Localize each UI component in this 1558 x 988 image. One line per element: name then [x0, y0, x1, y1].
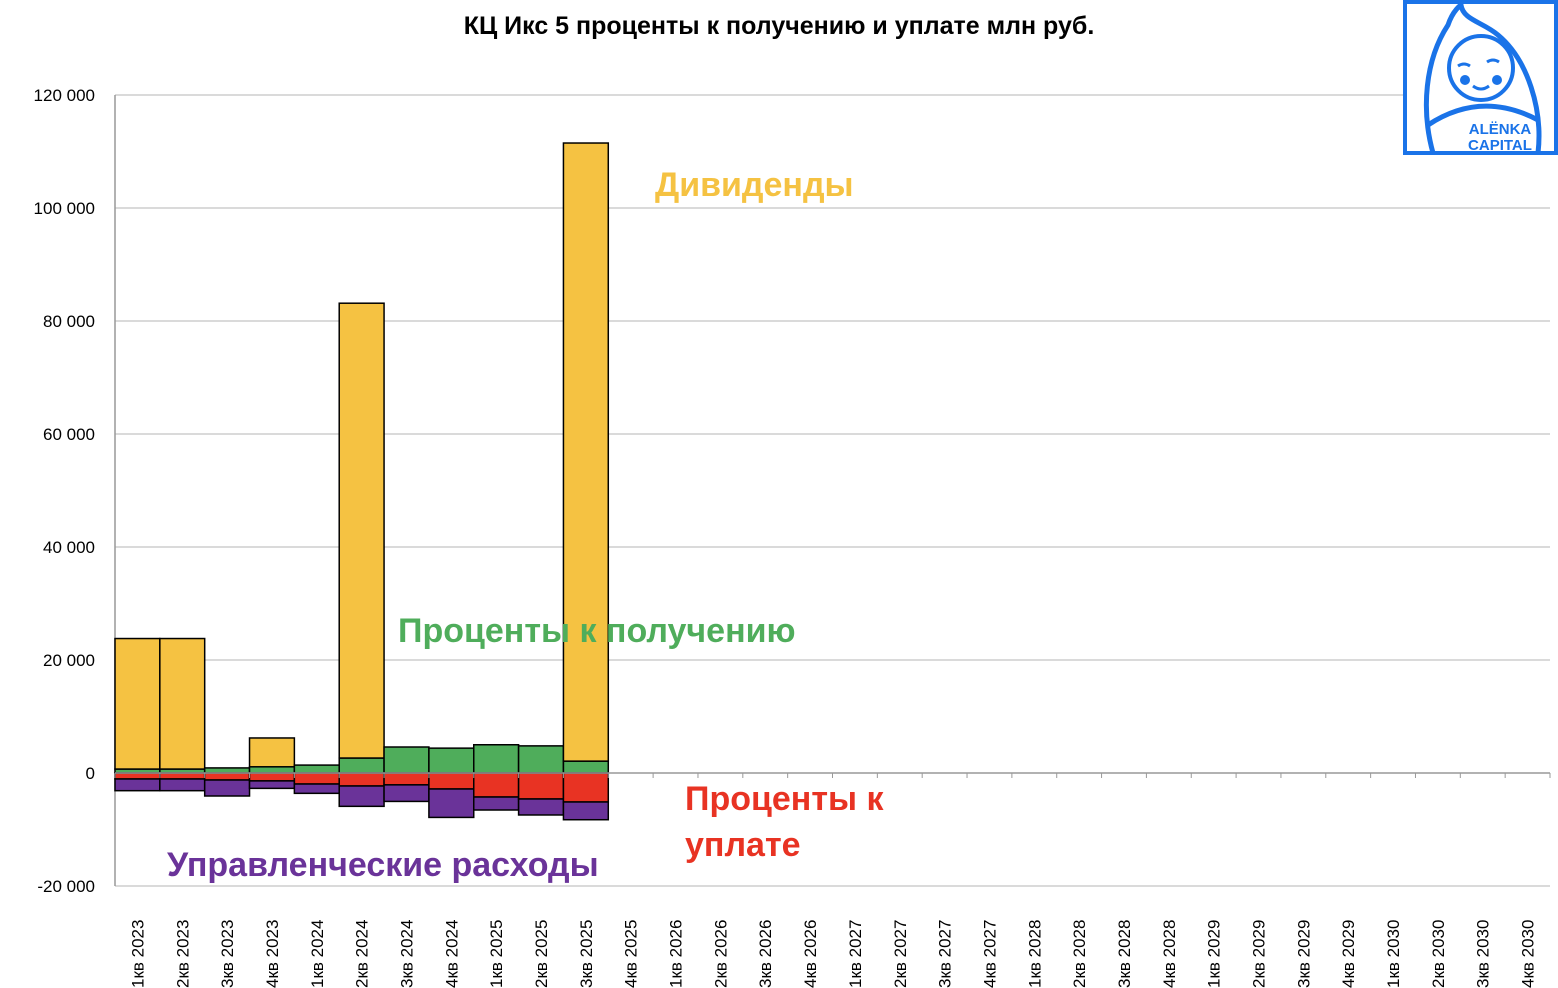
bar-dividends — [338, 302, 385, 759]
bar-interest-paid — [114, 772, 161, 780]
bar-interest-paid — [293, 772, 340, 785]
bar-interest-paid — [248, 772, 296, 782]
x-tick-label: 2кв 2028 — [1070, 920, 1089, 988]
x-tick-label: 2кв 2023 — [173, 920, 192, 988]
bar-interest-paid — [562, 772, 610, 803]
y-tick-label: 120 000 — [34, 86, 95, 105]
y-tick-label: 20 000 — [43, 651, 95, 670]
x-tick-label: 2кв 2027 — [891, 920, 910, 988]
x-tick-label: 3кв 2029 — [1294, 920, 1313, 988]
annotation-interest-received: Проценты к получению — [398, 612, 796, 650]
x-tick-label: 3кв 2026 — [756, 920, 775, 988]
y-tick-label: 40 000 — [43, 538, 95, 557]
bar-management-expenses — [383, 784, 430, 803]
y-tick-label: 100 000 — [34, 199, 95, 218]
bar-management-expenses — [114, 778, 161, 792]
y-tick-label: -20 000 — [37, 877, 95, 896]
x-tick-label: 1кв 2028 — [1025, 920, 1044, 988]
x-tick-label: 4кв 2029 — [1339, 920, 1358, 988]
bar-dividends — [562, 142, 610, 762]
x-tick-label: 1кв 2030 — [1384, 920, 1403, 988]
bar-management-expenses — [517, 798, 565, 816]
logo-text-line1: ALЁNKA — [1469, 121, 1532, 138]
bar-interest-received — [428, 747, 475, 774]
bar-interest-paid — [338, 772, 385, 787]
x-tick-label: 4кв 2028 — [1160, 920, 1179, 988]
x-tick-label: 4кв 2027 — [980, 920, 999, 988]
bar-interest-received — [473, 744, 520, 774]
x-tick-label: 4кв 2023 — [263, 920, 282, 988]
logo-text-line2: CAPITAL — [1468, 137, 1532, 154]
bar-management-expenses — [562, 801, 610, 821]
bar-dividends — [159, 637, 206, 770]
bar-management-expenses — [248, 780, 296, 790]
x-tick-label: 3кв 2028 — [1115, 920, 1134, 988]
y-tick-label: 0 — [86, 764, 95, 783]
annotation-management-expenses: Управленческие расходы — [167, 846, 599, 884]
x-tick-label: 1кв 2024 — [308, 920, 327, 988]
bar-interest-paid — [383, 772, 430, 786]
y-tick-label: 80 000 — [43, 312, 95, 331]
bar-dividends — [248, 737, 296, 768]
bar-interest-received — [517, 745, 565, 774]
x-tick-label: 4кв 2025 — [622, 920, 641, 988]
bar-interest-paid — [203, 772, 251, 781]
x-tick-label: 1кв 2027 — [846, 920, 865, 988]
x-tick-label: 3кв 2027 — [936, 920, 955, 988]
bar-interest-received — [248, 766, 296, 774]
x-tick-label: 1кв 2026 — [667, 920, 686, 988]
x-tick-label: 1кв 2029 — [1205, 920, 1224, 988]
x-tick-label: 3кв 2030 — [1474, 920, 1493, 988]
x-tick-label: 1кв 2025 — [487, 920, 506, 988]
x-tick-label: 3кв 2025 — [577, 920, 596, 988]
bar-management-expenses — [338, 785, 385, 808]
bar-interest-received — [293, 764, 340, 774]
x-tick-label: 2кв 2026 — [711, 920, 730, 988]
y-tick-label: 60 000 — [43, 425, 95, 444]
x-tick-label: 2кв 2030 — [1429, 920, 1448, 988]
bar-interest-paid — [159, 772, 206, 780]
x-tick-label: 2кв 2025 — [532, 920, 551, 988]
bar-interest-received — [562, 760, 610, 774]
bar-interest-paid — [428, 772, 475, 790]
x-tick-label: 2кв 2029 — [1250, 920, 1269, 988]
x-tick-label: 4кв 2026 — [801, 920, 820, 988]
bar-interest-received — [383, 746, 430, 774]
x-tick-label: 3кв 2024 — [397, 920, 416, 988]
bar-dividends — [114, 637, 161, 770]
bar-management-expenses — [428, 788, 475, 819]
bar-interest-received — [203, 767, 251, 774]
alenka-capital-logo: ALЁNKA CAPITAL — [1403, 0, 1558, 155]
x-tick-label: 4кв 2030 — [1519, 920, 1538, 988]
bar-management-expenses — [203, 779, 251, 797]
bar-interest-paid — [517, 772, 565, 800]
x-tick-label: 3кв 2023 — [218, 920, 237, 988]
annotation-dividends: Дивиденды — [655, 166, 854, 204]
annotation-interest-paid: Проценты к уплате — [685, 780, 884, 864]
bar-interest-paid — [473, 772, 520, 798]
x-tick-label: 4кв 2024 — [442, 920, 461, 988]
x-tick-label: 1кв 2023 — [128, 920, 147, 988]
bar-management-expenses — [159, 778, 206, 792]
x-tick-label: 2кв 2024 — [353, 920, 372, 988]
bar-interest-received — [338, 757, 385, 774]
bar-management-expenses — [293, 783, 340, 795]
bar-management-expenses — [473, 796, 520, 811]
chart-title: КЦ Икс 5 проценты к получению и уплате м… — [463, 12, 1095, 40]
